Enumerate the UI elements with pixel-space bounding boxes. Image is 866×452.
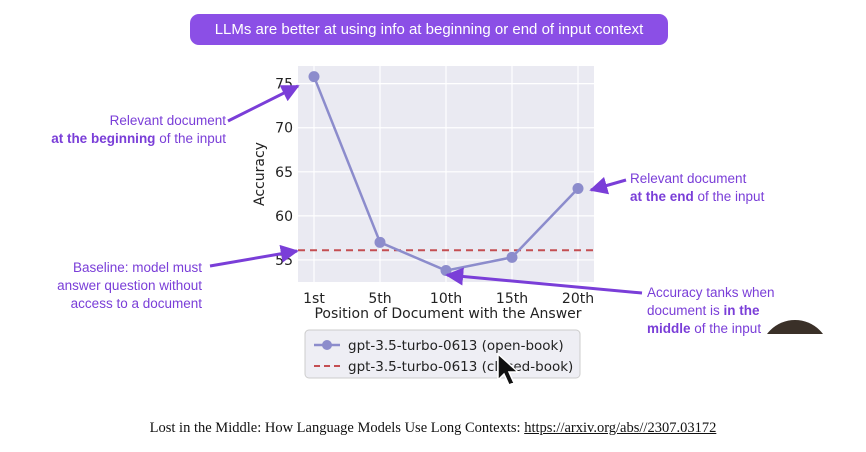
arrow-end (589, 176, 627, 195)
citation-link[interactable]: https://arxiv.org/abs//2307.03172 (524, 420, 717, 436)
y-axis-label: Accuracy (252, 142, 268, 206)
arrow-middle (445, 267, 643, 295)
annotation-beginning-bold: at the beginning (51, 131, 156, 146)
annotation-middle-pre: Accuracy tanks when document is (647, 285, 775, 318)
annotation-beginning-line1: Relevant document (109, 113, 226, 128)
grid-lines (298, 66, 594, 282)
data-point-5th (374, 236, 386, 248)
annotation-middle-bold2: middle (647, 321, 691, 336)
mouse-cursor-icon (497, 352, 520, 386)
x-tick-label: 1st (303, 291, 325, 307)
annotation-arrows (209, 84, 643, 295)
x-tick-label: 5th (368, 291, 391, 307)
x-tick-label: 10th (430, 291, 462, 307)
x-tick-label: 20th (562, 291, 594, 307)
annotation-middle-rest: of the input (690, 321, 762, 336)
title-banner: LLMs are better at using info at beginni… (190, 14, 668, 45)
annotation-middle-bold1: in the (723, 303, 760, 318)
legend-open-book-label: gpt-3.5-turbo-0613 (open-book) (348, 338, 564, 354)
annotation-beginning: Relevant document at the beginning of th… (20, 112, 226, 148)
legend-closed-book-label: gpt-3.5-turbo-0613 (closed-book) (348, 359, 573, 375)
citation-text: Lost in the Middle: How Language Models … (149, 420, 525, 436)
citation: Lost in the Middle: How Language Models … (0, 420, 866, 437)
legend-open-book-marker (322, 340, 332, 350)
annotation-middle: Accuracy tanks when document is in the m… (647, 284, 827, 338)
annotation-end-bold: at the end (630, 189, 694, 204)
y-tick-label: 70 (275, 121, 293, 137)
arrow-beginning (227, 84, 300, 123)
y-tick-label: 60 (275, 209, 293, 225)
annotation-end-line1: Relevant document (630, 171, 747, 186)
annotation-baseline: Baseline: model must answer question wit… (57, 260, 202, 311)
x-axis-label: Position of Document with the Answer (314, 306, 581, 322)
data-point-15th (506, 251, 518, 263)
annotation-end: Relevant document at the end of the inpu… (630, 170, 830, 206)
annotation-end-rest: of the input (693, 189, 765, 204)
data-point-1st (308, 71, 320, 83)
data-point-20th (572, 183, 584, 195)
arrow-baseline (209, 244, 299, 268)
x-tick-label: 15th (496, 291, 528, 307)
legend: gpt-3.5-turbo-0613 (open-book) gpt-3.5-t… (304, 329, 581, 379)
y-tick-label: 65 (275, 165, 293, 181)
annotation-beginning-rest: of the input (155, 131, 226, 146)
webcam-overlay (760, 320, 824, 334)
